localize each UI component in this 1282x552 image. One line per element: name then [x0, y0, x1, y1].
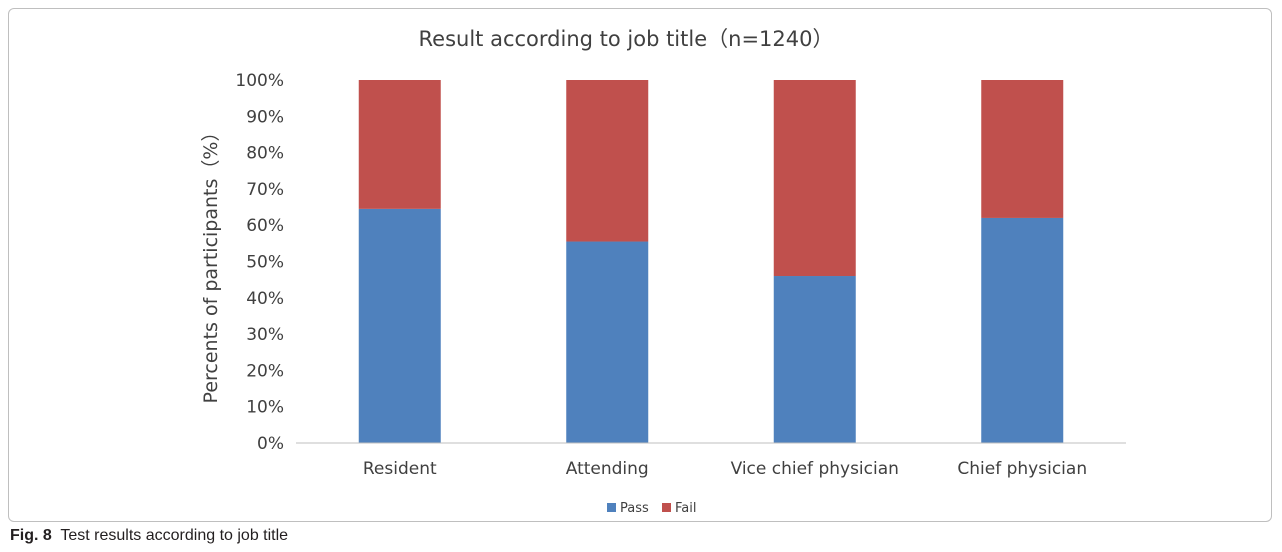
bar-fail-chief-physician — [981, 80, 1064, 218]
bar-pass-vice-chief-physician — [773, 276, 856, 443]
y-tick-label: 100% — [235, 71, 284, 91]
y-tick-label: 0% — [257, 434, 284, 454]
x-tick-label: Chief physician — [957, 459, 1087, 479]
y-tick-label: 70% — [246, 180, 284, 200]
y-tick-label: 50% — [246, 253, 284, 273]
y-tick-label: 20% — [246, 361, 284, 381]
figure-caption: Fig. 8 Test results according to job tit… — [10, 527, 288, 545]
bars — [358, 80, 1064, 443]
legend-label-pass: Pass — [620, 501, 649, 516]
legend-label-fail: Fail — [675, 501, 696, 516]
figure-caption-text: Test results according to job title — [60, 527, 289, 544]
legend-swatch-fail — [662, 503, 671, 512]
y-tick-label: 80% — [246, 144, 284, 164]
stacked-bar-chart: Result according to job title（n=1240） Pe… — [200, 27, 1126, 516]
y-tick-label: 30% — [246, 325, 284, 345]
figure-caption-label: Fig. 8 — [10, 527, 52, 544]
bar-pass-attending — [566, 241, 649, 443]
y-tick-label: 90% — [246, 107, 284, 127]
bar-fail-resident — [358, 80, 441, 209]
bar-fail-attending — [566, 80, 649, 242]
bar-fail-vice-chief-physician — [773, 80, 856, 277]
chart-title: Result according to job title（n=1240） — [419, 27, 834, 51]
y-tick-label: 40% — [246, 289, 284, 309]
x-tick-label: Resident — [363, 459, 437, 479]
y-tick-label: 10% — [246, 398, 284, 418]
x-tick-label: Vice chief physician — [731, 459, 899, 479]
y-axis-label: Percents of participants（%） — [200, 123, 222, 404]
bar-pass-resident — [358, 208, 441, 443]
x-tick-label: Attending — [566, 459, 649, 479]
x-axis-ticks: Resident Attending Vice chief physician Chi… — [363, 459, 1087, 479]
legend-swatch-pass — [607, 503, 616, 512]
bar-pass-chief-physician — [981, 217, 1064, 443]
y-tick-label: 60% — [246, 216, 284, 236]
y-axis-ticks: 0% 10% 20% 30% 40% 50% 60% 70% 80% 90% 100% — [235, 71, 284, 454]
figure-frame — [8, 8, 1272, 522]
legend: Pass Fail — [607, 501, 696, 516]
